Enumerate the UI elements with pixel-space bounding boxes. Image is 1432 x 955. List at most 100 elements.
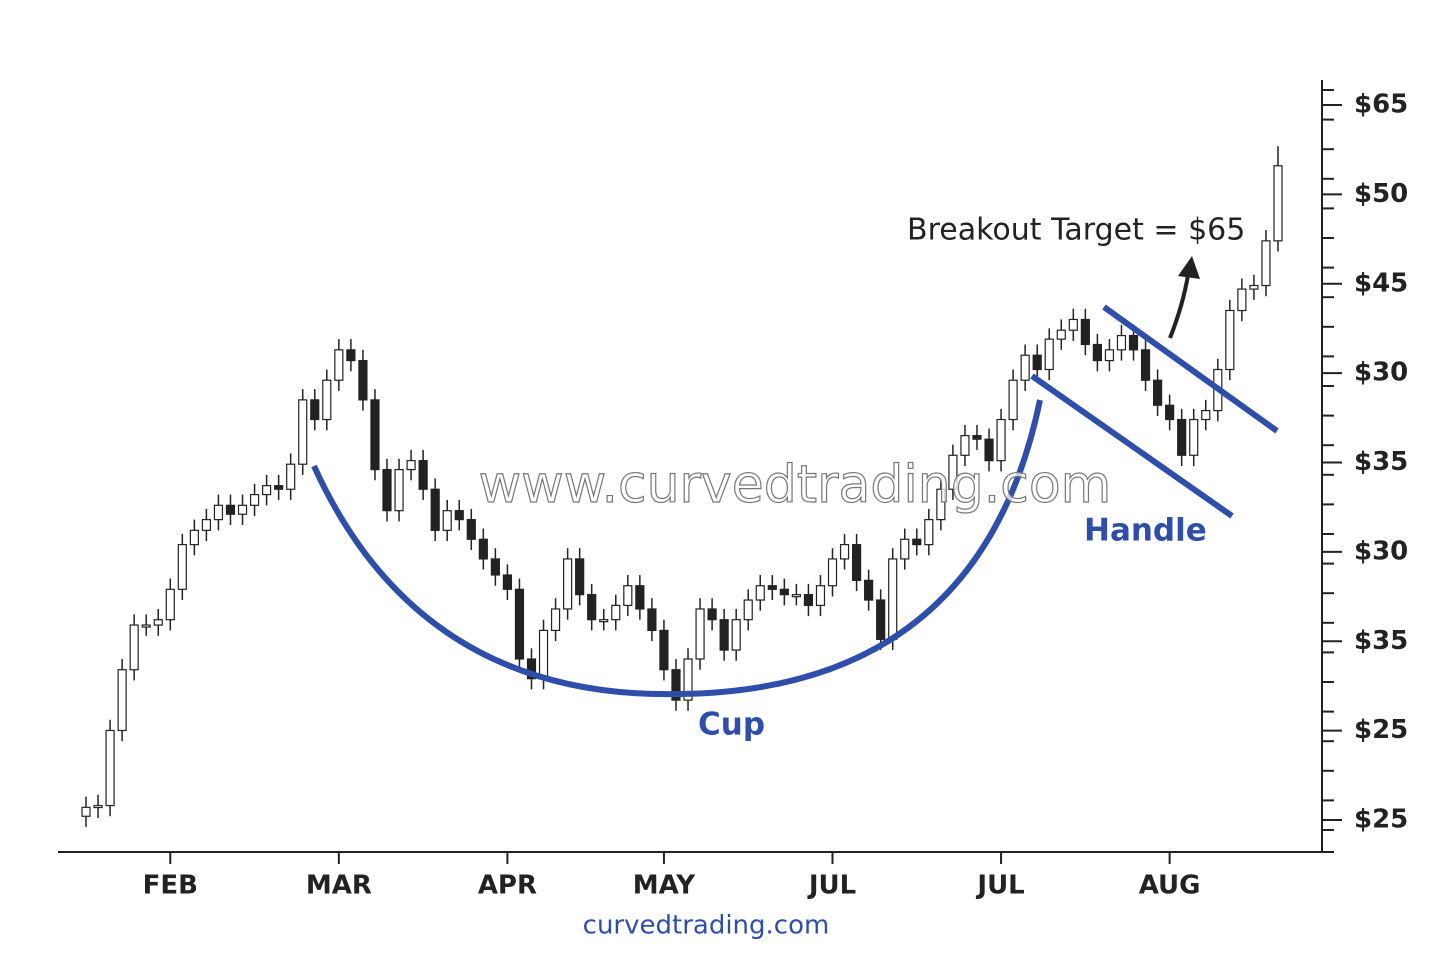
candle-body [888,558,898,640]
handle-label: Handle [1084,513,1207,549]
candle-body [1273,165,1283,242]
candle-body [538,629,549,680]
candle-body [851,544,862,581]
cup-label: Cup [698,707,765,743]
candle-body [1177,418,1187,456]
x-tick-label: APR [478,871,537,901]
candle-body [1056,329,1066,340]
candle-body [430,488,440,531]
candle-body [1225,309,1235,371]
candle-body [1104,349,1115,362]
y-tick-label: $30 [1354,358,1408,388]
y-tick-label: $45 [1354,268,1408,298]
y-tick-label: $65 [1354,90,1408,120]
candle-body [587,594,597,621]
candle-body [1020,354,1030,381]
candle-body [1044,338,1054,371]
candle-body [454,510,464,521]
candle-body [984,438,994,462]
candle-body [105,729,115,807]
candle-body [876,599,886,640]
y-tick-label: $25 [1354,715,1408,745]
candle-body [1080,318,1090,346]
candle-body [478,538,488,560]
candle-body [286,463,296,490]
candle-body [370,399,380,471]
breakout-arrow [1168,274,1190,339]
candle-body [442,510,452,531]
candle-body [1008,379,1018,421]
candle-body [382,468,392,512]
candle-body [490,558,500,576]
x-tick-label: FEB [143,871,198,901]
candle-body [189,529,199,546]
handle-upper-line [1102,304,1279,434]
watermark: www.curvedtrading.com [479,455,1112,515]
candle-body [996,418,1006,462]
y-tick-label: $30 [1354,536,1408,566]
candle-body [1032,354,1042,371]
candle-body [550,608,561,632]
candle-body [683,658,693,701]
candle-body [599,619,609,623]
candle-body [1092,343,1102,362]
candle-body [1152,379,1163,406]
candle-body [924,519,934,546]
x-tick-label: MAY [633,871,697,901]
candle-body [647,608,657,632]
y-tick-label: $35 [1354,447,1408,477]
candle-body [213,504,224,521]
candle-body [659,629,669,671]
x-tick-label: AUG [1139,871,1201,901]
candle-body [358,359,368,401]
candle-body [803,594,814,606]
candle-body [563,558,573,610]
y-tick-label: $50 [1354,179,1408,209]
candle-body [1261,240,1271,287]
candle-body [165,588,175,621]
candle-body [623,585,633,606]
candle-body [900,538,910,560]
candle-body [1189,418,1199,456]
candle-body [635,585,645,610]
cup-curve [311,399,1043,698]
candle-body [719,619,729,651]
candle-body [1249,284,1259,290]
candle-body [972,435,982,440]
candle-body [743,599,753,621]
candle-body [839,544,850,560]
candle-body [249,493,260,506]
candle-body [262,485,272,496]
candle-body [334,349,344,381]
candle-body [418,460,428,490]
candle-body [948,454,958,490]
candle-body [767,585,777,590]
candle-body [707,608,717,621]
candle-body [695,608,705,660]
candle-body [177,544,187,590]
x-tick-label: JUL [975,871,1024,901]
candle-body [791,594,801,598]
candle-body [1068,318,1078,331]
candle-body [611,604,621,621]
candle-body [755,585,765,601]
candle-body [466,519,476,540]
candle-body [936,488,946,521]
candle-body [81,806,91,817]
candle-body [225,504,236,515]
candle-body [671,669,681,701]
candle-body [864,579,874,601]
x-tick-label: JUL [807,871,856,901]
candle-body [526,658,537,680]
breakout-label: Breakout Target = $65 [907,213,1245,248]
candle-body [237,504,248,515]
candle-body [141,624,151,628]
candle-body [779,588,789,596]
candle-body [1201,410,1211,421]
candle-body [1128,334,1139,351]
arrow-head [1178,256,1200,279]
candle-body [153,619,163,626]
pattern-overlay [311,256,1279,698]
candle-body [575,558,585,596]
x-tick-label: MAR [306,871,372,901]
